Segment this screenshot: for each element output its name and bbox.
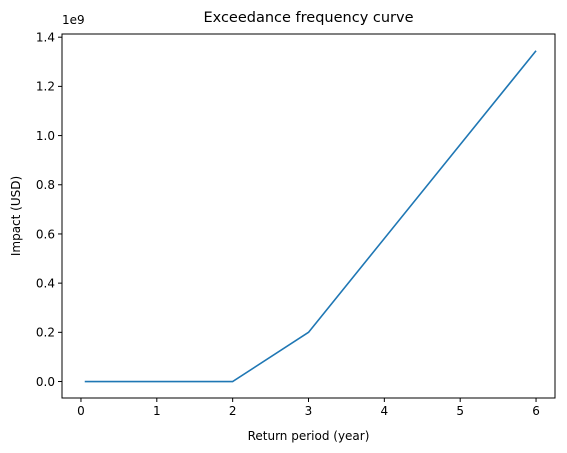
y-tick-label: 0.0 (36, 375, 55, 389)
y-tick-label: 1.0 (36, 129, 55, 143)
x-tick-label: 4 (381, 404, 389, 418)
chart-title: Exceedance frequency curve (203, 10, 413, 26)
y-tick-label: 1.2 (36, 80, 55, 94)
plot-frame (61, 33, 556, 399)
y-offset-label: 1e9 (62, 13, 85, 27)
y-tick-label: 0.8 (36, 178, 55, 192)
y-tick-label: 0.4 (36, 276, 55, 290)
y-tick-label: 0.2 (36, 326, 55, 340)
x-axis-label: Return period (year) (248, 429, 370, 443)
x-tick-label: 6 (532, 404, 540, 418)
y-tick-label: 1.4 (36, 30, 55, 44)
series-line (84, 50, 537, 383)
x-tick-label: 0 (77, 404, 85, 418)
x-tick-label: 1 (153, 404, 161, 418)
y-tick-label: 0.6 (36, 227, 55, 241)
x-tick-label: 3 (305, 404, 313, 418)
y-axis-label: Impact (USD) (9, 176, 23, 256)
x-tick-label: 2 (229, 404, 237, 418)
x-tick-label: 5 (456, 404, 464, 418)
